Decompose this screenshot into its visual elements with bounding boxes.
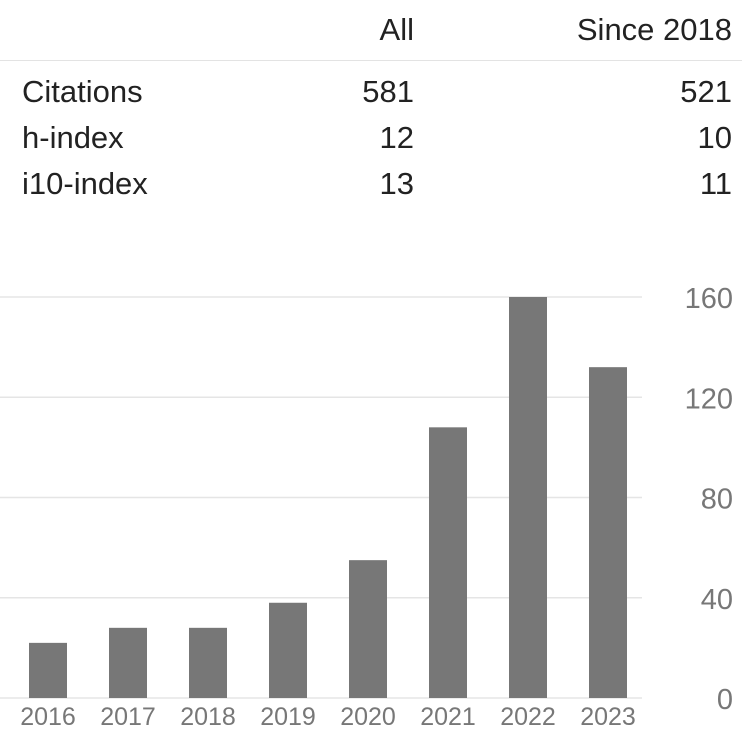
stats-row-i10-index: i10-index 13 11 (0, 164, 742, 204)
x-tick-label-2018: 2018 (180, 703, 236, 731)
y-tick-label-120: 120 (685, 383, 733, 415)
x-tick-label-2021: 2021 (420, 703, 476, 731)
y-tick-label-80: 80 (701, 484, 733, 516)
bar-2023[interactable] (589, 367, 627, 698)
x-tick-label-2019: 2019 (260, 703, 316, 731)
x-tick-label-2023: 2023 (580, 703, 636, 731)
x-tick-label-2022: 2022 (500, 703, 556, 731)
x-tick-label-2016: 2016 (20, 703, 76, 731)
x-tick-label-2020: 2020 (340, 703, 396, 731)
h-index-all-value: 12 (379, 120, 414, 155)
citations-all-value: 581 (362, 74, 414, 109)
citations-label: Citations (22, 74, 143, 109)
bar-2022[interactable] (509, 297, 547, 698)
bar-2019[interactable] (269, 602, 307, 698)
i10-index-since-value: 11 (699, 166, 732, 201)
y-tick-label-40: 40 (701, 584, 733, 616)
h-index-label: h-index (22, 120, 124, 155)
column-header-all[interactable]: All (379, 12, 414, 47)
stats-divider (0, 60, 742, 61)
column-header-since-2018[interactable]: Since 2018 (576, 12, 732, 47)
citations-since-value: 521 (680, 74, 732, 109)
stats-row-h-index: h-index 12 10 (0, 118, 742, 158)
bar-2020[interactable] (349, 560, 387, 698)
i10-index-label: i10-index (22, 166, 148, 201)
x-tick-label-2017: 2017 (100, 703, 156, 731)
y-tick-label-160: 160 (685, 283, 733, 315)
stats-header-row: All Since 2018 (0, 10, 742, 50)
stats-row-citations: Citations 581 521 (0, 72, 742, 112)
h-index-since-value: 10 (697, 120, 732, 155)
bar-2017[interactable] (109, 627, 147, 698)
bar-2016[interactable] (29, 642, 67, 698)
y-tick-label-0: 0 (717, 684, 733, 716)
bar-2018[interactable] (189, 627, 227, 698)
bar-2021[interactable] (429, 427, 467, 698)
i10-index-all-value: 13 (379, 166, 414, 201)
